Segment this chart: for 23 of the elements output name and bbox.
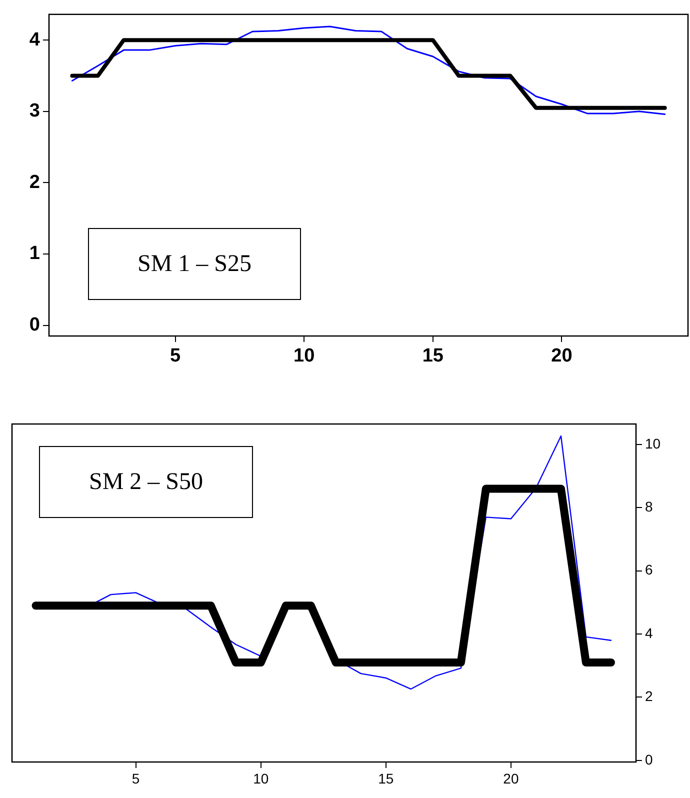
x-tick-label: 20 [551, 346, 572, 367]
y-tick-label: 1 [29, 243, 40, 264]
y-tick-label: 6 [645, 562, 653, 578]
y-tick-label: 0 [29, 314, 40, 336]
x-tick-label: 10 [253, 770, 269, 786]
x-tick-label: 15 [422, 346, 444, 367]
y-tick-label: 0 [645, 751, 653, 768]
label-frame: SM 1 – S25 [88, 228, 301, 300]
y-tick-label: 4 [29, 29, 40, 50]
x-tick-label: 20 [503, 770, 519, 786]
y-tick-label: 2 [645, 688, 653, 704]
y-tick-label: 2 [29, 172, 40, 193]
label-frame: SM 2 – S50 [39, 446, 253, 518]
annotation: SM 2 – S50 [88, 468, 204, 496]
x-tick-label: 5 [132, 770, 140, 786]
x-tick-label: 10 [294, 346, 315, 367]
x-tick-label: 15 [378, 770, 394, 786]
x-tick-label: 5 [170, 346, 181, 367]
annotation: SM 1 – S25 [137, 250, 252, 278]
y-tick-label: 4 [645, 624, 653, 641]
y-tick-label: 10 [645, 435, 661, 452]
y-tick-label: 3 [29, 100, 40, 122]
y-tick-label: 8 [645, 498, 653, 515]
